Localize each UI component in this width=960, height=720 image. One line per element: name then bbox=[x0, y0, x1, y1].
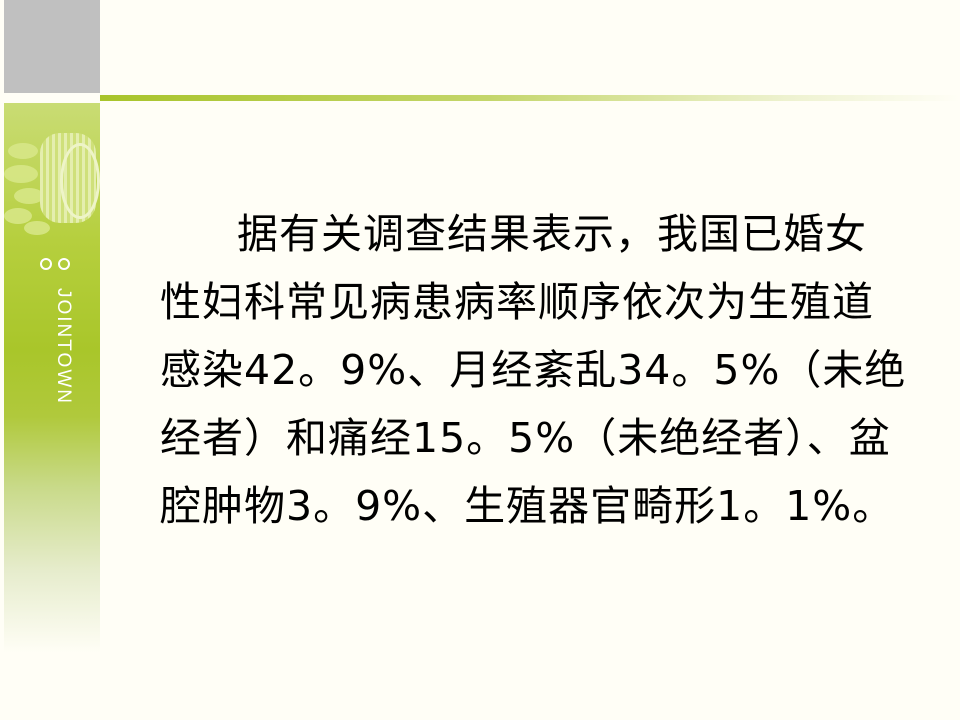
pill-bottle-image bbox=[4, 103, 100, 263]
header-gray-block bbox=[4, 0, 100, 93]
text-line: 腔肿物3。9%、生殖器官畸形1。1%。 bbox=[160, 482, 895, 530]
side-banner: JOINTOWN bbox=[4, 103, 100, 653]
text-line: 据有关调查结果表示，我国已婚女 bbox=[237, 210, 867, 258]
brand-logo-text: JOINTOWN bbox=[53, 288, 74, 405]
header-divider bbox=[100, 95, 960, 101]
text-line: 经者）和痛经15。5%（未绝经者）、盆 bbox=[160, 414, 891, 462]
text-line: 性妇科常见病患病率顺序依次为生殖道 bbox=[160, 278, 874, 326]
text-line: 感染42。9%、月经紊乱34。5%（未绝 bbox=[160, 346, 907, 394]
slide-body-text: 据有关调查结果表示，我国已婚女 性妇科常见病患病率顺序依次为生殖道 感染42。9… bbox=[160, 200, 940, 540]
